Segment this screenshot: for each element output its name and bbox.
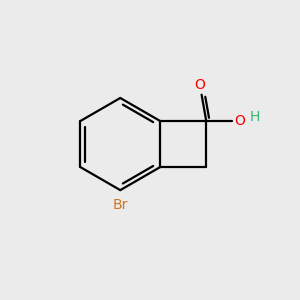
Text: O: O [234, 114, 245, 128]
Text: Br: Br [112, 198, 128, 212]
Text: O: O [195, 78, 206, 92]
Text: H: H [250, 110, 260, 124]
